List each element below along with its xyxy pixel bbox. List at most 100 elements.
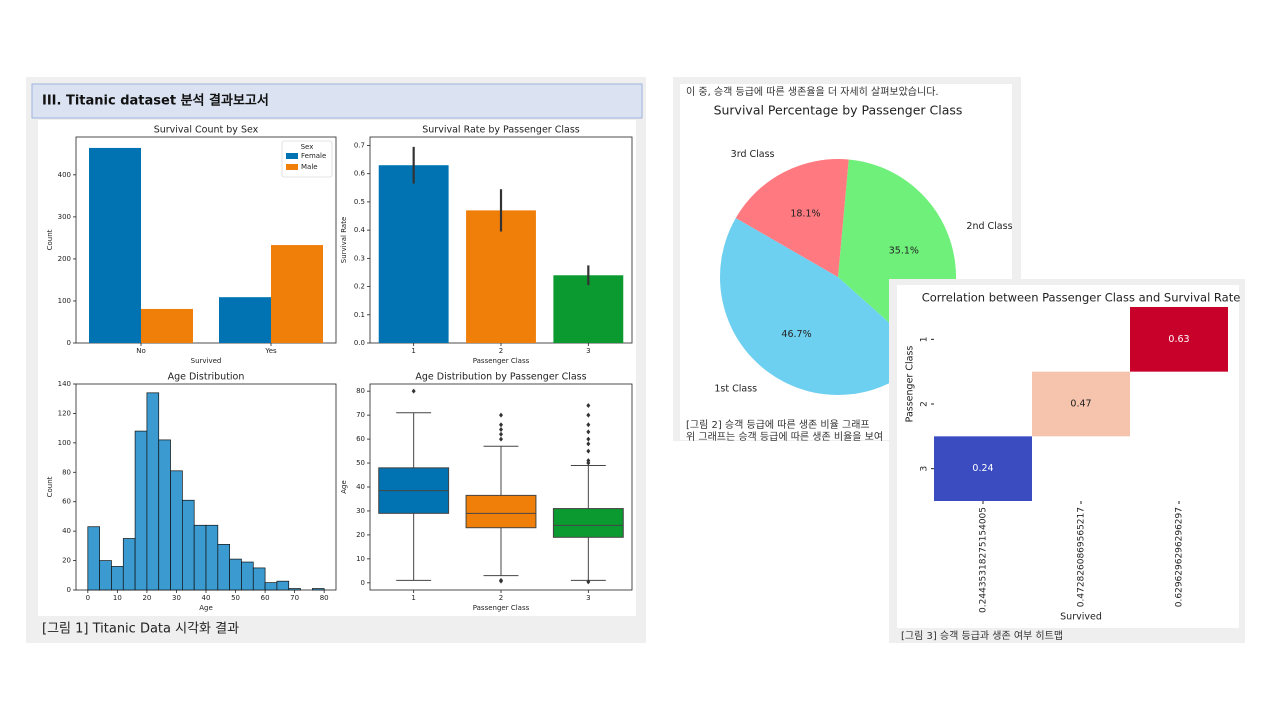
- bar: [378, 165, 449, 343]
- box: [552, 508, 624, 538]
- y-axis-label: Survival Rate: [340, 217, 348, 264]
- y-tick-label: 20: [62, 557, 71, 565]
- chart-title: Age Distribution by Passenger Class: [415, 372, 586, 383]
- hist-bar: [264, 582, 278, 591]
- outlier: [499, 436, 503, 442]
- y-tick-label: 80: [62, 468, 71, 476]
- chart-title: Survival Percentage by Passenger Class: [714, 103, 963, 118]
- hist-bar: [276, 580, 290, 591]
- x-axis-label: Survived: [1060, 612, 1102, 623]
- hist-bar: [193, 524, 207, 591]
- x-tick-label: 0.4728260869565217: [1077, 507, 1087, 607]
- y-tick-label: 50: [356, 459, 365, 467]
- y-tick-label: 40: [356, 483, 365, 491]
- y-tick-label: 3: [920, 466, 930, 472]
- cell-label: 0.47: [1070, 399, 1091, 410]
- outlier: [586, 579, 591, 585]
- legend-title: Sex: [301, 143, 314, 151]
- hist-bar: [99, 560, 112, 591]
- hist-bar: [111, 566, 124, 591]
- x-tick-label: Yes: [264, 347, 277, 355]
- y-tick-label: 0.7: [354, 141, 365, 149]
- y-tick-label: 40: [62, 527, 71, 535]
- y-tick-label: 0.3: [354, 254, 365, 262]
- x-axis-label: Survived: [191, 357, 222, 365]
- pie-label: 2nd Class: [966, 221, 1012, 232]
- y-tick-label: 0.2: [354, 283, 365, 291]
- outlier: [586, 458, 591, 464]
- outlier: [586, 403, 591, 409]
- y-axis-label: Age: [340, 480, 348, 494]
- y-tick-label: 100: [58, 297, 71, 305]
- x-tick-label: 0.6296296296296297: [1175, 507, 1185, 607]
- x-tick-label: 50: [231, 594, 240, 602]
- y-tick-label: 0.1: [354, 311, 365, 319]
- y-tick-label: 0: [67, 339, 71, 347]
- hist-bar: [182, 499, 195, 591]
- pie-label: 3rd Class: [731, 149, 775, 160]
- pie-slice: [719, 218, 927, 396]
- x-tick-label: 70: [290, 594, 299, 602]
- x-axis-label: Age: [199, 604, 213, 612]
- y-tick-label: 0: [361, 579, 365, 587]
- y-tick-label: 0.6: [354, 170, 366, 178]
- intro: 이 중, 승객 등급에 따른 생존율을 더 자세히 살펴보았습니다.: [686, 86, 939, 98]
- x-tick-label: 0: [86, 594, 90, 602]
- y-tick-label: 30: [356, 507, 365, 515]
- y-axis-label: Passenger Class: [905, 346, 916, 423]
- legend-swatch: [286, 153, 298, 159]
- bar: [219, 297, 271, 343]
- bar: [271, 245, 323, 343]
- axes-frame: [75, 136, 337, 344]
- y-tick-label: 60: [62, 498, 71, 506]
- pie-label: 1st Class: [714, 383, 757, 394]
- pie-value-label: 18.1%: [790, 209, 820, 220]
- caption: [그림 3] 승객 등급과 생존 여부 히트맵: [901, 630, 1063, 642]
- bar: [466, 210, 536, 343]
- hist-bar: [252, 567, 266, 591]
- hist-bar: [241, 561, 254, 591]
- bar: [553, 275, 624, 343]
- y-tick-label: 10: [356, 555, 365, 563]
- cell-label: 0.63: [1168, 334, 1189, 345]
- outlier: [586, 441, 591, 447]
- outlier: [586, 429, 591, 435]
- chart-title: Survival Count by Sex: [154, 125, 259, 136]
- chart-title: Age Distribution: [168, 372, 245, 383]
- x-tick-label: 1: [411, 594, 415, 602]
- y-tick-label: 300: [58, 213, 71, 221]
- outlier: [586, 422, 591, 428]
- caption: [그림 1] Titanic Data 시각화 결과: [42, 622, 239, 637]
- pie-value-label: 46.7%: [781, 329, 811, 340]
- x-axis-label: Passenger Class: [473, 357, 530, 365]
- hist-bar: [217, 544, 230, 591]
- outlier: [586, 436, 591, 442]
- y-tick-label: 140: [58, 380, 71, 388]
- chart-title: Correlation between Passenger Class and …: [922, 291, 1241, 305]
- heat-cell: [934, 436, 1032, 501]
- x-tick-label: 3: [586, 594, 590, 602]
- y-tick-label: 60: [356, 435, 365, 443]
- heat-cell: [1032, 371, 1130, 437]
- heat-cell: [1130, 307, 1228, 372]
- outlier: [411, 388, 416, 394]
- hist-bar: [229, 558, 242, 591]
- x-tick-label: 40: [202, 594, 211, 602]
- y-tick-label: 2: [920, 401, 930, 407]
- legend-swatch: [286, 164, 298, 170]
- x-tick-label: 1: [411, 347, 415, 355]
- y-tick-label: 1: [920, 336, 930, 342]
- y-axis-label: Count: [46, 229, 54, 250]
- outlier: [499, 427, 503, 433]
- x-tick-label: No: [136, 347, 146, 355]
- outlier: [499, 431, 503, 437]
- outlier: [499, 412, 503, 418]
- outlier: [499, 422, 503, 428]
- heatmap-panel: [그림 3] 승객 등급과 생존 여부 히트맵 Correlation betw…: [889, 279, 1245, 643]
- x-axis-label: Passenger Class: [473, 604, 530, 612]
- caption: [그림 2] 승객 등급에 따른 생존 비율 그래프: [686, 419, 870, 431]
- x-tick-label: 30: [172, 594, 181, 602]
- pie-slice: [735, 158, 849, 277]
- x-tick-label: 2: [499, 347, 503, 355]
